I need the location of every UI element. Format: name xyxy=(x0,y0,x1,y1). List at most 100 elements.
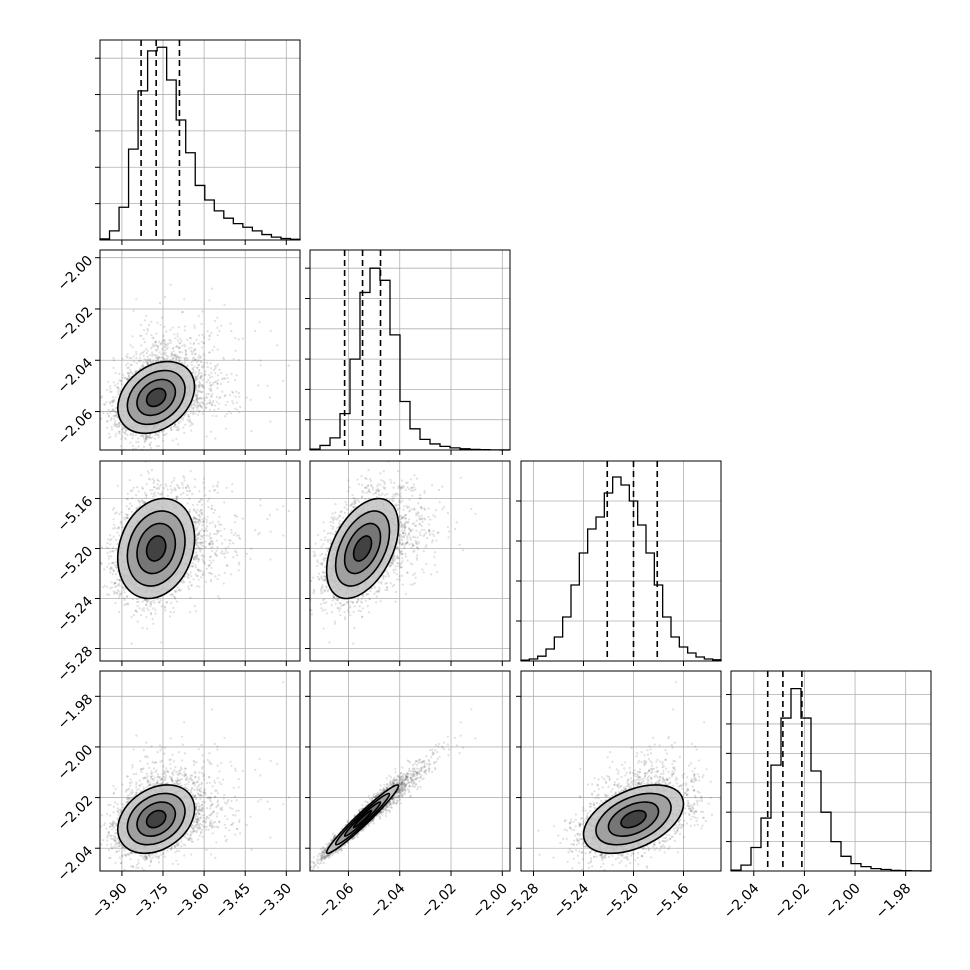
sample-point xyxy=(225,373,228,376)
sample-point xyxy=(154,341,157,344)
sample-point xyxy=(230,330,233,333)
sample-point xyxy=(107,414,110,417)
sample-point xyxy=(212,485,215,488)
sample-point xyxy=(214,437,217,440)
sample-point xyxy=(173,425,177,428)
sample-point xyxy=(184,349,187,352)
sample-point xyxy=(157,434,160,437)
sample-point xyxy=(189,424,192,427)
sample-point xyxy=(249,557,252,561)
sample-point xyxy=(155,349,158,352)
sample-point xyxy=(155,445,158,448)
sample-point xyxy=(199,376,202,379)
sample-point xyxy=(146,327,149,330)
sample-point xyxy=(181,344,184,347)
sample-point xyxy=(189,411,192,414)
sample-point xyxy=(232,402,235,405)
sample-point xyxy=(208,381,211,384)
sample-point xyxy=(112,417,115,420)
sample-point xyxy=(151,436,154,439)
sample-point xyxy=(226,400,229,403)
sample-point xyxy=(125,505,128,508)
sample-point xyxy=(196,406,199,409)
sample-point xyxy=(282,379,285,383)
sample-point xyxy=(139,323,142,326)
sample-point xyxy=(130,642,133,645)
sample-point xyxy=(110,426,113,429)
sample-point xyxy=(165,330,168,333)
sample-point xyxy=(200,366,203,369)
sample-point xyxy=(114,419,117,422)
sample-point xyxy=(156,321,159,324)
sample-point xyxy=(178,350,181,353)
sample-point xyxy=(153,353,156,356)
sample-point xyxy=(200,374,204,377)
sample-point xyxy=(206,525,209,528)
sample-point xyxy=(178,356,181,359)
sample-point xyxy=(150,334,153,337)
sample-point xyxy=(160,342,163,345)
sample-point xyxy=(144,491,147,494)
sample-point xyxy=(209,376,212,379)
sample-point xyxy=(118,423,121,426)
sample-point xyxy=(198,371,201,374)
sample-point xyxy=(129,369,132,372)
sample-point xyxy=(209,389,212,392)
sample-point xyxy=(216,363,219,366)
sample-point xyxy=(134,434,137,437)
sample-point xyxy=(223,415,227,418)
sample-point xyxy=(142,354,145,357)
sample-point xyxy=(197,390,200,393)
sample-point xyxy=(157,345,160,348)
sample-point xyxy=(192,369,195,372)
sample-point xyxy=(107,408,110,412)
sample-point xyxy=(145,332,148,335)
sample-point xyxy=(115,432,118,435)
sample-point xyxy=(238,395,241,398)
sample-point xyxy=(202,477,205,480)
sample-point xyxy=(201,390,204,393)
sample-point xyxy=(162,357,165,360)
sample-point xyxy=(116,589,119,592)
sample-point xyxy=(203,361,206,364)
sample-point xyxy=(188,420,191,423)
sample-point xyxy=(115,423,118,426)
sample-point xyxy=(125,378,129,381)
sample-point xyxy=(194,377,197,380)
sample-point xyxy=(122,431,125,434)
sample-point xyxy=(151,345,154,348)
sample-point xyxy=(116,390,119,394)
sample-point xyxy=(186,338,189,341)
sample-point xyxy=(129,433,132,437)
sample-point xyxy=(201,378,204,381)
sample-point xyxy=(163,339,166,342)
sample-point xyxy=(107,415,111,418)
sample-point xyxy=(114,421,117,425)
sample-point xyxy=(221,542,224,545)
sample-point xyxy=(110,555,113,558)
sample-point xyxy=(109,385,112,388)
sample-point xyxy=(200,340,203,343)
sample-point xyxy=(197,401,200,404)
sample-point xyxy=(110,428,114,431)
sample-point xyxy=(110,400,114,403)
sample-point xyxy=(124,432,127,435)
sample-point xyxy=(195,395,199,398)
sample-point xyxy=(235,554,239,557)
sample-point xyxy=(210,395,213,398)
sample-point xyxy=(148,323,151,326)
sample-point xyxy=(212,381,215,384)
sample-point xyxy=(114,372,117,375)
sample-point xyxy=(116,385,119,389)
sample-point xyxy=(114,384,117,387)
sample-point xyxy=(208,387,211,390)
sample-point xyxy=(235,534,238,537)
sample-point xyxy=(176,335,179,338)
sample-point xyxy=(111,404,114,407)
sample-point xyxy=(156,356,159,359)
sample-point xyxy=(178,347,181,350)
sample-point xyxy=(195,338,198,341)
panel-1-1 xyxy=(305,249,511,455)
sample-point xyxy=(150,361,153,365)
sample-point xyxy=(189,470,192,473)
